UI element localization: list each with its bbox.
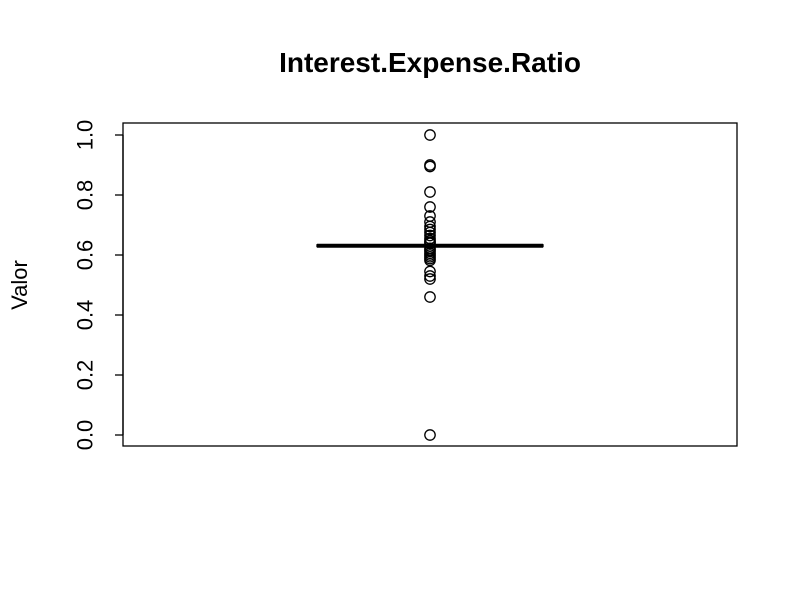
- outlier-point: [424, 229, 436, 242]
- outlier-point: [424, 160, 436, 173]
- y-tick-label: 0.4: [73, 300, 98, 331]
- outlier-point: [424, 429, 436, 441]
- y-axis-label: Valor: [7, 260, 32, 310]
- outlier-point: [424, 129, 436, 141]
- chart-title: Interest.Expense.Ratio: [279, 47, 581, 78]
- y-tick-label: 0.0: [73, 420, 98, 451]
- outlier-point: [424, 201, 436, 213]
- outlier-point: [424, 270, 436, 282]
- outliers: [424, 129, 436, 441]
- outlier-point: [424, 186, 436, 198]
- outlier-point: [424, 254, 436, 267]
- outlier-point: [424, 265, 436, 278]
- outlier-point: [424, 223, 436, 236]
- y-tick-label: 0.6: [73, 240, 98, 271]
- outlier-point: [424, 291, 436, 303]
- outlier-point: [424, 220, 436, 233]
- y-axis-ticks: 0.0 0.2 0.4 0.6 0.8 1.0: [73, 120, 123, 451]
- y-tick-label: 1.0: [73, 120, 98, 151]
- outlier-point: [424, 273, 436, 285]
- y-tick-label: 0.8: [73, 180, 98, 211]
- y-tick-label: 0.2: [73, 360, 98, 391]
